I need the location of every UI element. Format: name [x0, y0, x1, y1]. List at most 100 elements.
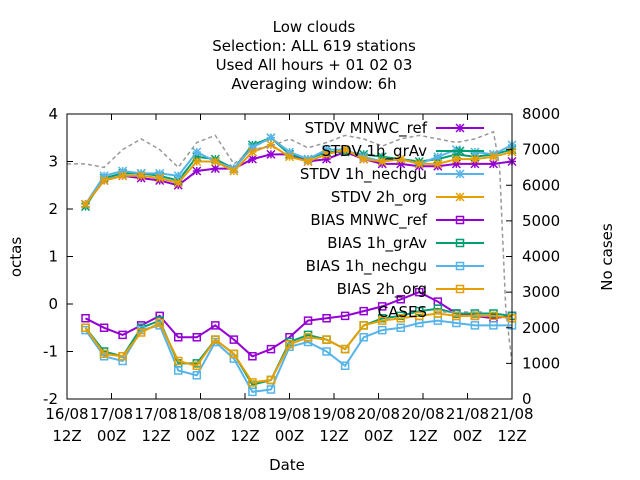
data-point: [266, 375, 276, 385]
y-tick-label: 1: [48, 248, 58, 266]
data-point: [192, 147, 202, 157]
data-point: [470, 321, 480, 330]
x-tick-label-hour: 00Z: [364, 427, 393, 445]
data-point: [81, 323, 90, 332]
data-point: [210, 156, 220, 167]
data-point: [266, 133, 276, 143]
data-point: [340, 145, 350, 155]
x-tick-label-date: 20/08: [401, 405, 444, 423]
legend-label: CASES: [378, 303, 427, 321]
x-tick-label-hour: 12Z: [319, 427, 348, 445]
x-tick-label-hour: 00Z: [186, 427, 215, 445]
data-point: [377, 316, 387, 325]
data-point: [81, 199, 91, 209]
data-point: [303, 156, 313, 167]
data-point: [81, 314, 90, 323]
x-tick-label-hour: 12Z: [52, 427, 81, 445]
series-3: [81, 140, 517, 209]
data-point: [396, 314, 405, 323]
data-point: [211, 335, 220, 344]
data-point: [451, 154, 461, 164]
data-point: [359, 333, 368, 342]
data-point: [340, 344, 350, 354]
legend-marker: [455, 146, 465, 156]
legend-label: STDV MNWC_ref: [305, 119, 428, 138]
legend-marker: [455, 123, 465, 133]
y2-tick-label: 1000: [522, 354, 560, 372]
data-point: [322, 335, 331, 344]
title-line: Averaging window: 6h: [231, 75, 396, 93]
data-point: [174, 333, 183, 342]
data-point: [136, 171, 146, 181]
data-point: [322, 347, 331, 356]
series-line: [84, 319, 512, 393]
data-point: [414, 159, 424, 169]
data-point: [173, 178, 183, 188]
data-point: [359, 154, 369, 164]
data-point: [155, 318, 164, 328]
data-point: [377, 325, 387, 335]
x-tick-label-date: 19/08: [268, 405, 311, 423]
data-point: [303, 316, 313, 325]
data-point: [284, 152, 295, 162]
data-point: [488, 152, 498, 162]
x-tick-label-date: 17/08: [90, 405, 133, 423]
series-8: [67, 130, 513, 364]
data-point: [155, 173, 165, 183]
y2-tick-label: 2000: [522, 319, 560, 337]
x-tick-label-date: 17/08: [134, 405, 177, 423]
series-4: [81, 287, 517, 361]
data-point: [118, 330, 127, 340]
y2-tick-label: 6000: [522, 176, 560, 194]
data-point: [489, 321, 498, 330]
data-point: [118, 356, 127, 366]
data-point: [396, 295, 405, 304]
data-point: [136, 328, 146, 337]
data-point: [248, 378, 257, 387]
y2-tick-label: 3000: [522, 283, 560, 301]
x-tick-label-date: 19/08: [312, 405, 355, 423]
data-point: [266, 385, 276, 394]
data-point: [359, 321, 368, 330]
x-tick-label-date: 16/08: [45, 405, 88, 423]
data-point: [433, 159, 443, 169]
data-point: [192, 156, 202, 167]
legend-label: STDV 2h_org: [331, 188, 427, 207]
y2-tick-label: 8000: [522, 105, 560, 123]
data-point: [192, 361, 202, 370]
y-tick-label: 4: [48, 105, 58, 123]
legend: STDV MNWC_ref STDV 1h_grAv STDV 1h_nechgu S…: [300, 119, 484, 321]
title-line: Used All hours + 01 02 03: [216, 56, 413, 74]
x-tick-label-hour: 00Z: [275, 427, 304, 445]
series-1: [81, 133, 517, 212]
y2-tick-label: 4000: [522, 248, 560, 266]
data-point: [229, 349, 239, 359]
data-point: [489, 311, 498, 321]
data-point: [377, 302, 387, 311]
y-tick-label: 2: [48, 200, 58, 218]
data-point: [396, 154, 406, 164]
data-point: [396, 323, 405, 332]
data-point: [192, 371, 202, 380]
series-7: [81, 309, 517, 387]
x-tick-label-hour: 00Z: [453, 427, 482, 445]
data-point: [433, 309, 443, 318]
data-point: [303, 337, 313, 347]
data-point: [266, 344, 276, 354]
data-point: [99, 323, 109, 332]
x-axis-label: Date: [269, 456, 305, 474]
title-line: Low clouds: [273, 18, 356, 36]
x-tick-label-date: 18/08: [179, 405, 222, 423]
y-tick-label: -1: [43, 343, 58, 361]
series-layer: [67, 130, 517, 397]
x-tick-label-hour: 12Z: [497, 427, 526, 445]
data-point: [118, 171, 128, 181]
y-tick-label: 0: [48, 295, 58, 313]
data-point: [488, 159, 498, 169]
legend-marker: [455, 192, 465, 202]
legend-label: BIAS MNWC_ref: [310, 211, 427, 230]
x-tick-label-hour: 12Z: [408, 427, 437, 445]
series-line: [67, 130, 513, 364]
y2-tick-label: 5000: [522, 212, 560, 230]
